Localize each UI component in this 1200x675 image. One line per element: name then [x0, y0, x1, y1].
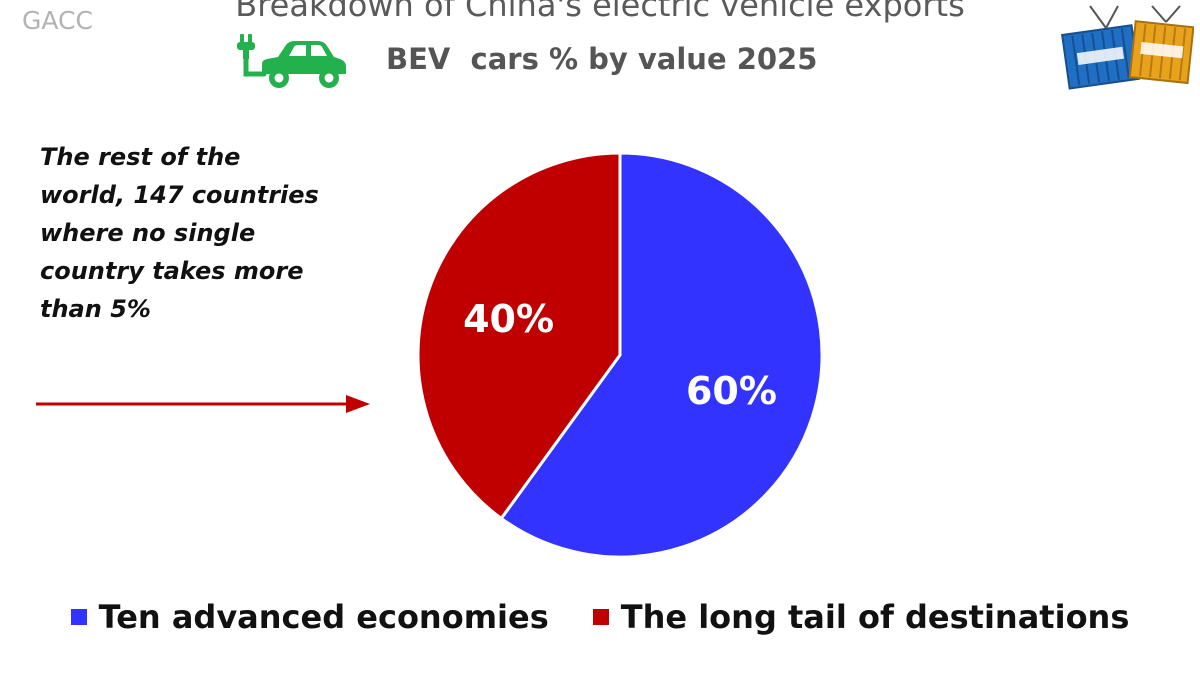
legend-swatch: [592, 609, 609, 625]
chart-title: Breakdown of China's electric vehicle ex…: [235, 0, 965, 24]
soapbox-containers-logo: [1061, 5, 1194, 90]
pie-chart: 60% 40%: [416, 151, 824, 559]
data-label-long-tail: 40%: [463, 297, 554, 341]
chart-subtitle: BEV cars % by value 2025: [386, 42, 818, 76]
arrow-right-icon: [36, 395, 370, 413]
data-label-ten-advanced-economies: 60%: [686, 369, 777, 413]
legend-swatch: [70, 609, 87, 625]
legend-item-long-tail: The long tail of destinations: [592, 598, 1130, 636]
annotation-text: The rest of the world, 147 countries whe…: [40, 143, 319, 323]
pie-slice-ten-advanced-economies: [499, 151, 824, 559]
electric-car-icon: [237, 34, 346, 88]
legend-label: Ten advanced economies: [98, 598, 549, 636]
legend-label: The long tail of destinations: [620, 598, 1130, 636]
source-label: GACC: [22, 6, 93, 35]
pie-slice-long-tail: [416, 151, 622, 520]
legend: Ten advanced economies The long tail of …: [0, 598, 1200, 636]
legend-item-ten-advanced-economies: Ten advanced economies: [70, 598, 549, 636]
